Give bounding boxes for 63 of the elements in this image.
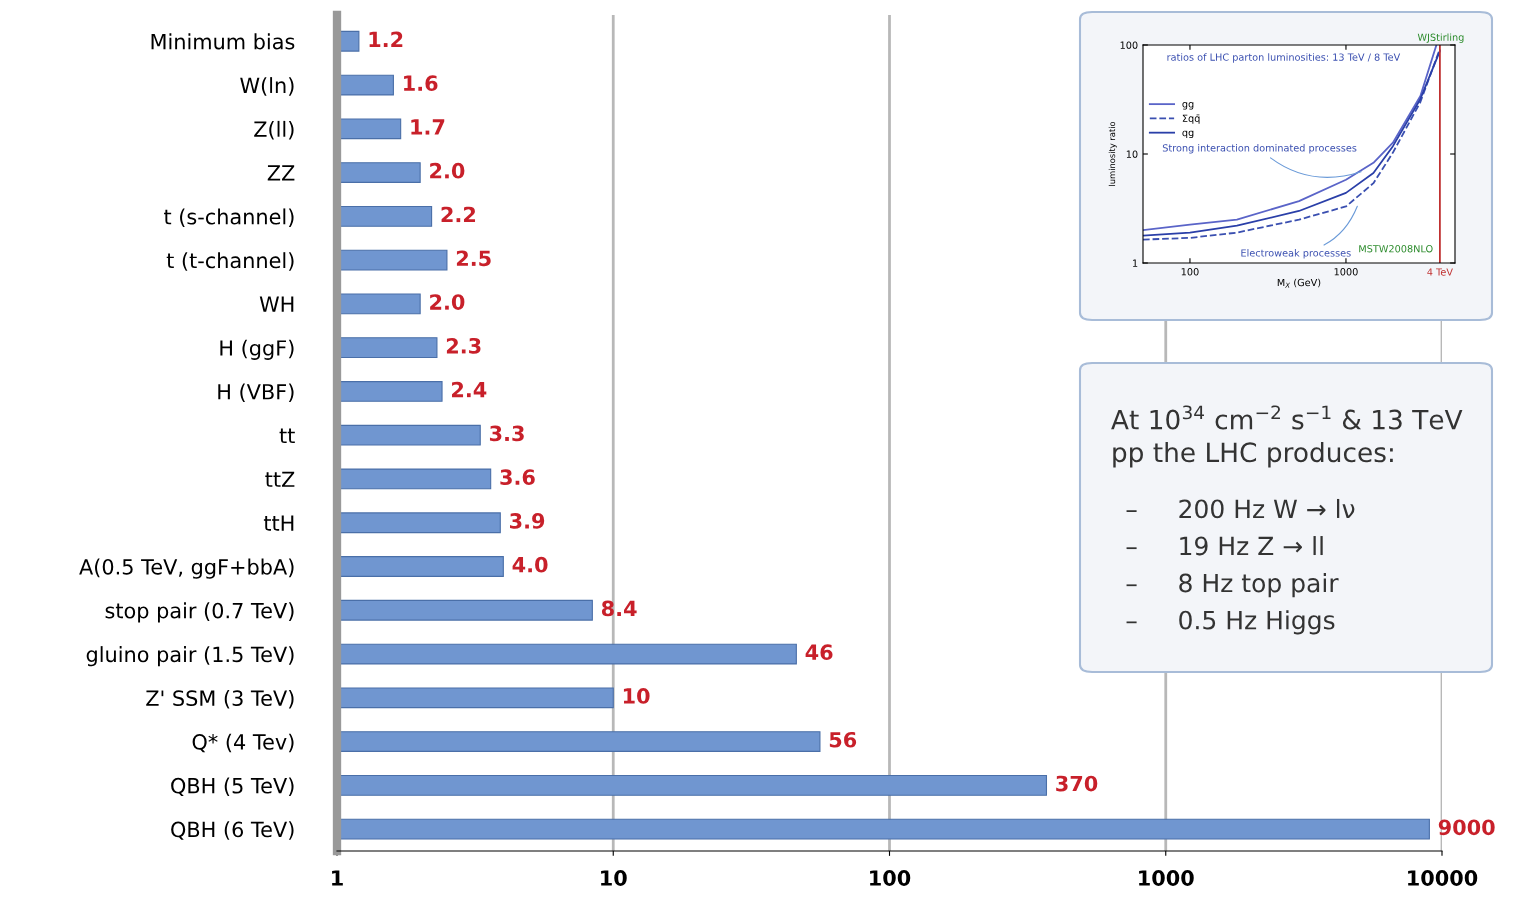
legend-label: gg (1182, 102, 1194, 110)
y-tick-label: H (ggF) (220, 339, 294, 360)
annotation: – 19 Hz Z → ll (1126, 536, 1323, 556)
y-tick-label: Minimum bias (151, 33, 295, 50)
x-tick-label: 1000 (1334, 268, 1358, 276)
x-tick-label: 1 (332, 870, 343, 886)
data-label: 10 (623, 688, 650, 704)
y-tick-label: W(ln) (240, 77, 294, 96)
data-label: 1.2 (369, 31, 403, 48)
y-tick-label: t (t-channel) (166, 252, 294, 271)
y-tick-label: stop pair (0.7 TeV) (105, 602, 294, 623)
data-label: 2.0 (430, 162, 465, 179)
data-label: 2.3 (446, 337, 481, 354)
x-tick-label: 1000 (1139, 870, 1194, 886)
y-tick-label: 1 (1133, 259, 1138, 267)
data-label: 8.4 (601, 600, 637, 617)
data-label: 370 (1056, 775, 1098, 792)
annotation: Electroweak processes (1241, 249, 1351, 259)
y-axis-title: luminosity ratio (1108, 121, 1117, 186)
y-tick-label: Z' SSM (3 TeV) (146, 689, 294, 709)
annotation: Strong interaction dominated processes (1162, 144, 1357, 154)
x-tick-label: 10 (601, 870, 627, 886)
data-label: 9000 (1438, 819, 1495, 836)
y-tick-label: 100 (1120, 41, 1138, 49)
data-label: 2.0 (430, 294, 465, 310)
y-tick-label: gluino pair (1.5 TeV) (86, 646, 294, 667)
legend-label: qg (1182, 130, 1194, 139)
data-label: 2.5 (456, 250, 491, 267)
data-label: 3.3 (489, 425, 524, 442)
data-label: 2.4 (452, 381, 487, 398)
y-tick-label: QBH (5 TeV) (171, 777, 294, 797)
data-label: 4.0 (512, 556, 548, 573)
y-tick-label: QBH (6 TeV) (171, 821, 294, 840)
data-label: 3.9 (510, 513, 545, 529)
annotation: – 200 Hz W → lν (1126, 498, 1355, 519)
data-label: 1.6 (404, 75, 438, 92)
y-tick-label: WH (259, 296, 294, 312)
y-tick-label: 10 (1126, 150, 1138, 158)
text: ratios of LHC parton luminosities: 13 TeV / 8 TeV (1167, 53, 1401, 63)
data-label: 2.2 (441, 206, 476, 223)
annotation: WJStirling (1417, 33, 1464, 43)
data-label: 56 (829, 731, 857, 748)
y-tick-label: Q* (4 Tev) (192, 733, 294, 753)
legend-label: Σqq̄ (1182, 114, 1200, 124)
y-tick-label: Z(ll) (254, 120, 294, 140)
y-tick-label: H (VBF) (218, 383, 294, 403)
ref-line-label: 4 TeV (1427, 268, 1453, 276)
y-tick-label: ZZ (267, 165, 295, 181)
data-label: 3.6 (500, 469, 535, 485)
annotation: – 8 Hz top pair (1126, 573, 1339, 598)
x-tick-label: 100 (870, 870, 911, 886)
y-tick-label: ttZ (265, 471, 295, 487)
y-tick-label: tt (279, 428, 295, 444)
y-tick-label: ttH (263, 515, 294, 531)
x-tick-label: 10000 (1408, 870, 1478, 886)
y-tick-label: t (s-channel) (164, 208, 294, 227)
data-label: 1.7 (411, 119, 445, 135)
annotation: At 10$^{34}$ cm$^{−2}$ s$^{−1}$ & 13 TeV pp the LHC produces: (1111, 405, 1463, 468)
annotation: – 0.5 Hz Higgs (1126, 610, 1335, 635)
y-tick-label: A(0.5 TeV, ggF+bbA) (79, 558, 294, 579)
data-label: 46 (805, 644, 833, 661)
annotation: MSTW2008NLO (1359, 245, 1433, 253)
x-axis-title: M$_{X}$ (GeV) (1277, 278, 1321, 288)
